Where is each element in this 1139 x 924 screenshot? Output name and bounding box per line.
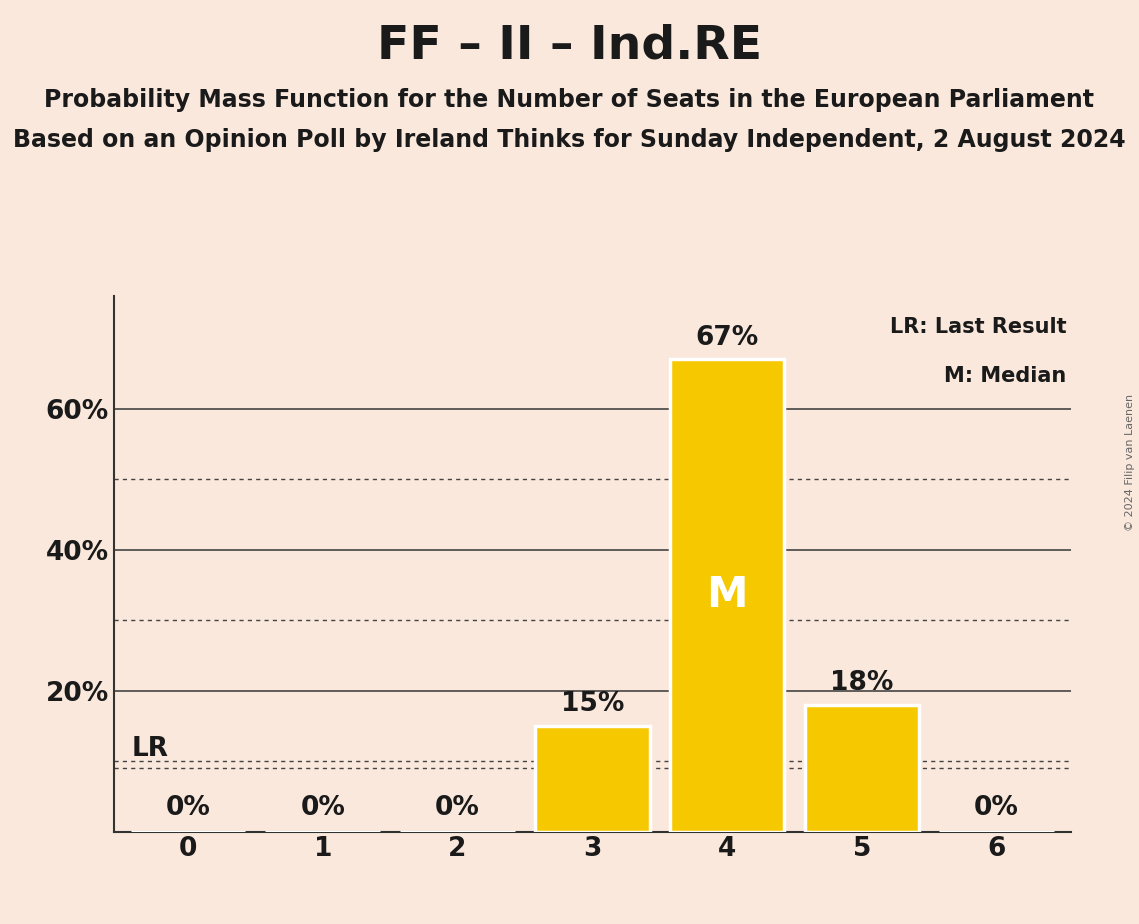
Text: 0%: 0% [974,795,1019,821]
Text: LR: Last Result: LR: Last Result [890,317,1066,337]
Text: LR: LR [131,736,169,762]
Text: 15%: 15% [560,691,624,717]
Text: Probability Mass Function for the Number of Seats in the European Parliament: Probability Mass Function for the Number… [44,88,1095,112]
Bar [535,726,649,832]
Text: 0%: 0% [435,795,480,821]
Text: FF – II – Ind.RE: FF – II – Ind.RE [377,23,762,68]
Text: 18%: 18% [830,670,893,696]
Text: 67%: 67% [696,324,759,351]
Text: M: M [706,575,748,616]
Bar [804,705,919,832]
Text: Based on an Opinion Poll by Ireland Thinks for Sunday Independent, 2 August 2024: Based on an Opinion Poll by Ireland Thin… [14,128,1125,152]
Text: M: Median: M: Median [944,366,1066,386]
Text: © 2024 Filip van Laenen: © 2024 Filip van Laenen [1125,394,1134,530]
Text: 0%: 0% [301,795,345,821]
Text: 0%: 0% [165,795,211,821]
Bar [670,359,785,832]
